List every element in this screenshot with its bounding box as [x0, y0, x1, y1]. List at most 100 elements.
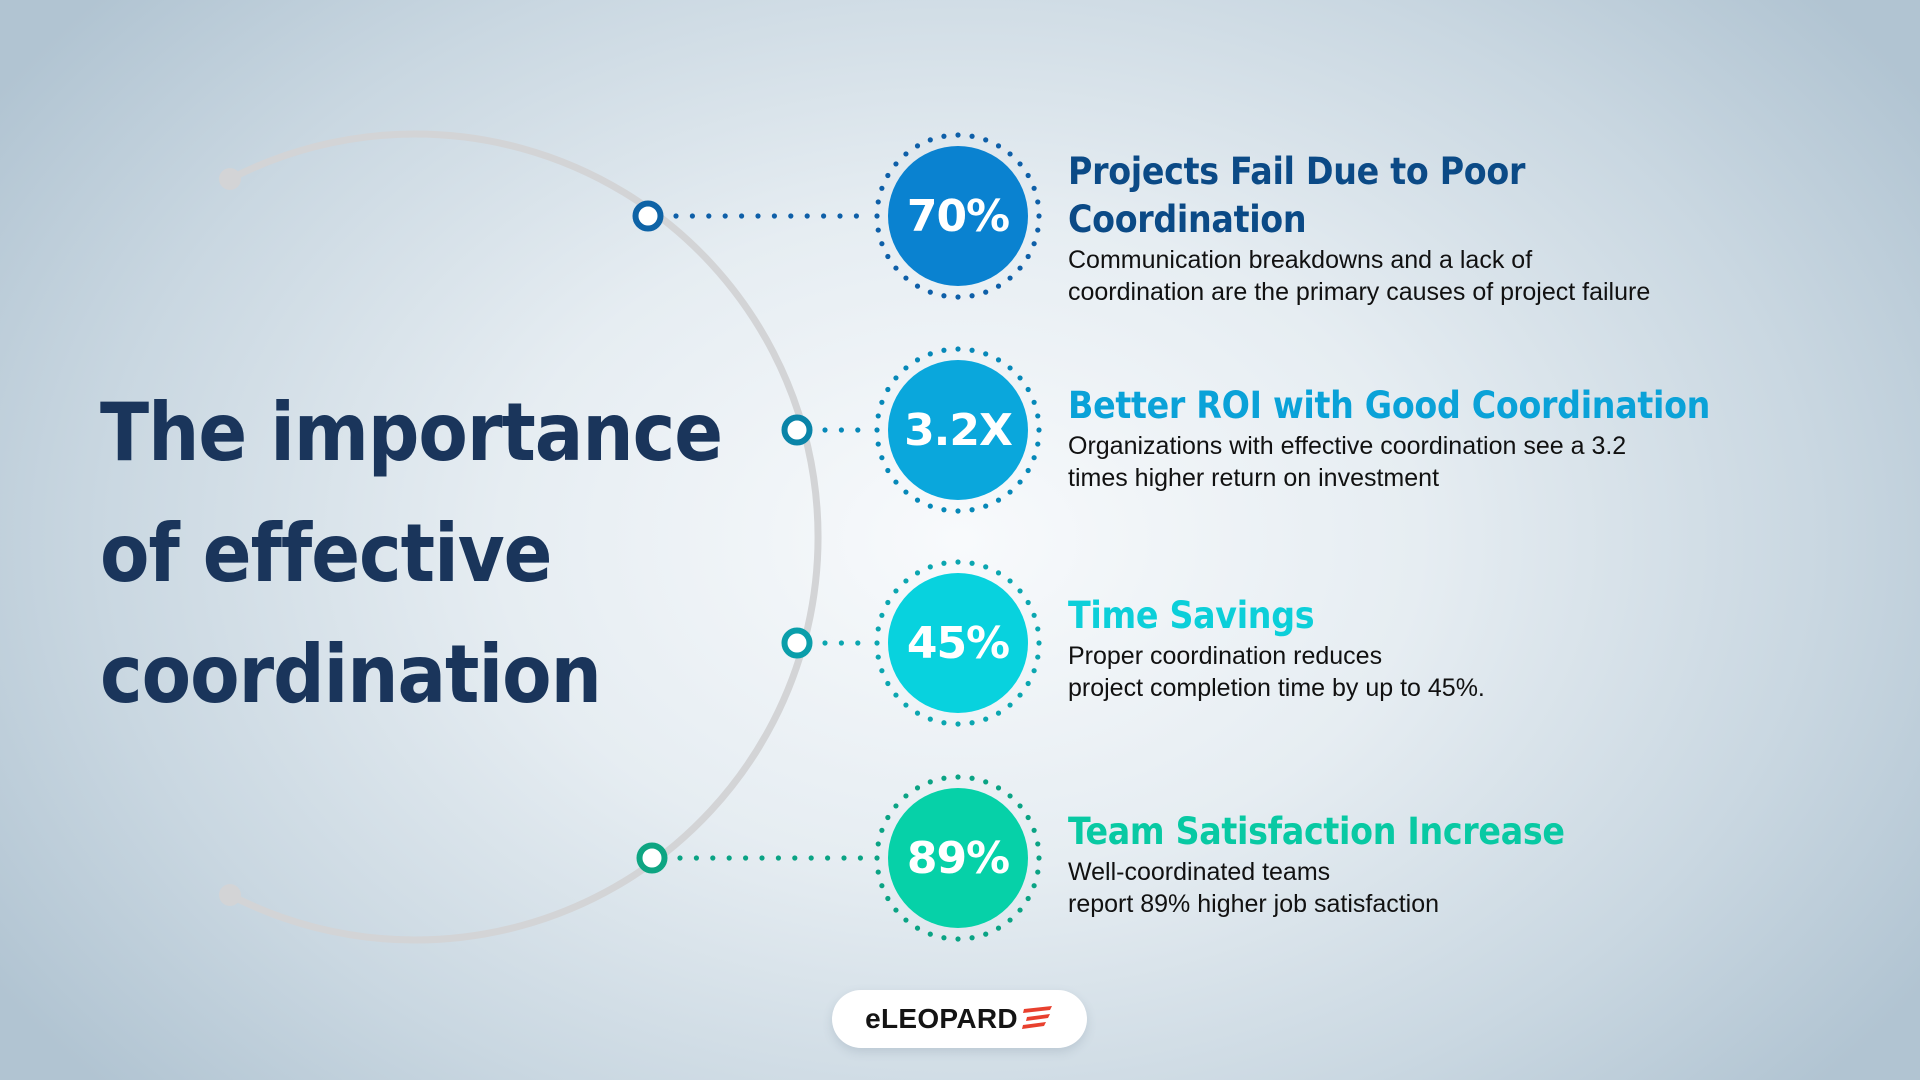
connector-dot: [808, 855, 814, 861]
ring-dot: [875, 441, 881, 447]
ring-dot: [1007, 275, 1013, 281]
ring-dot: [995, 570, 1002, 576]
ring-dot: [995, 357, 1002, 363]
ring-dot: [927, 564, 933, 570]
ring-dot: [941, 507, 947, 513]
ring-dot: [875, 626, 881, 632]
stat-fill: [888, 360, 1028, 500]
ring-dot: [879, 883, 885, 889]
stat-value: 45%: [906, 617, 1010, 669]
ring-dot: [955, 774, 961, 780]
ring-dot: [914, 497, 921, 503]
ring-dot: [914, 710, 921, 716]
connectors: [632, 200, 864, 874]
ring-dot: [874, 855, 880, 861]
ring-dot: [875, 841, 881, 847]
ring-dot: [893, 479, 899, 485]
ring-dot: [1017, 692, 1023, 698]
logo-wordmark: eLEOPARD: [865, 1003, 1018, 1034]
ring-dot: [969, 507, 975, 513]
connector-dot: [759, 855, 765, 861]
ring-dot: [927, 716, 933, 722]
dotted-ring: [874, 774, 1042, 942]
ring-dot: [941, 293, 947, 299]
page-title: The importance of effective coordination: [100, 372, 740, 735]
connector-dot: [822, 640, 828, 646]
stat-description-line-2: report 89% higher job satisfaction: [1068, 890, 1440, 918]
connector-dot: [838, 427, 845, 433]
stat-description-line-2: times higher return on investment: [1068, 464, 1440, 492]
ring-dot: [875, 199, 881, 205]
connector-dot: [689, 213, 696, 219]
ring-dot: [1007, 365, 1013, 371]
ring-dot: [1036, 427, 1042, 433]
stat-info-roi: Better ROI with Good Coordination Organi…: [1068, 382, 1768, 494]
stat-heading: Projects Fail Due to Poor Coordination: [1068, 148, 1768, 244]
stat-description-line-1: Well-coordinated teams: [1068, 858, 1331, 886]
ring-dot: [1031, 455, 1037, 461]
ring-dot: [1035, 199, 1041, 205]
ring-dot: [955, 936, 961, 942]
stat-heading: Team Satisfaction Increase: [1068, 808, 1768, 856]
ring-dot: [983, 289, 989, 295]
ring-dot: [995, 710, 1002, 716]
ring-dot: [903, 151, 909, 157]
ring-dot: [969, 775, 975, 781]
ring-dot: [893, 803, 899, 809]
ring-dot: [1017, 588, 1023, 594]
stat-heading: Better ROI with Good Coordination: [1068, 382, 1768, 430]
connector-dot: [855, 640, 861, 646]
stat-description-line-2: coordination are the primary causes of p…: [1068, 278, 1651, 306]
ring-dot: [927, 289, 933, 295]
stat-value: 3.2X: [904, 404, 1013, 456]
ring-dot: [1031, 883, 1037, 889]
ring-dot: [983, 503, 989, 509]
ring-dot: [955, 132, 961, 138]
dotted-ring: [874, 132, 1042, 300]
ring-dot: [1007, 702, 1013, 708]
ring-dot: [1025, 814, 1031, 821]
stat-description-line-1: Communication breakdowns and a lack of: [1068, 246, 1533, 274]
ring-dot: [941, 775, 947, 781]
ring-dot: [927, 137, 933, 143]
title-line-2: of effective: [100, 507, 552, 600]
stat-heading-line-1: Projects Fail Due to Poor: [1068, 150, 1526, 193]
ring-dot: [1017, 803, 1023, 809]
stat-heading-line-1: Time Savings: [1068, 594, 1315, 637]
ring-dot: [1017, 375, 1023, 381]
ring-dot: [927, 779, 933, 785]
stat-circle-team-satisfaction: 89%: [874, 774, 1042, 942]
connector-dot: [853, 213, 860, 219]
ring-dot: [875, 869, 881, 875]
ring-dot: [893, 588, 899, 594]
ring-dot: [879, 185, 885, 191]
ring-dot: [941, 347, 947, 353]
ring-dot: [1007, 917, 1013, 923]
connector-dot: [693, 855, 700, 861]
dotted-ring: [874, 559, 1042, 727]
ring-dot: [875, 227, 881, 233]
connector-dot: [841, 855, 847, 861]
ring-dot: [969, 293, 975, 299]
eleopard-logo: eLEOPARD: [832, 990, 1087, 1048]
stat-info-project-failure: Projects Fail Due to Poor Coordination C…: [1068, 148, 1768, 308]
logo-stripes-icon: [1021, 1006, 1052, 1029]
ring-dot: [1031, 241, 1037, 247]
connector-dot: [821, 213, 827, 219]
ring-dot: [879, 612, 885, 618]
ring-dot: [903, 578, 909, 584]
ring-dot: [885, 599, 891, 606]
ring-dot: [983, 931, 989, 937]
ring-dot: [1025, 680, 1031, 687]
ring-dot: [1035, 441, 1041, 447]
ring-dot: [885, 253, 891, 260]
stat-value: 70%: [906, 190, 1010, 242]
ring-dot: [983, 351, 989, 357]
connector-dot: [739, 213, 745, 219]
stat-circle-time-savings: 45%: [874, 559, 1042, 727]
ring-dot: [927, 351, 933, 357]
stat-heading-line-2: Coordination: [1068, 198, 1307, 241]
ring-dot: [1035, 654, 1041, 660]
title-line-3: coordination: [100, 628, 602, 721]
